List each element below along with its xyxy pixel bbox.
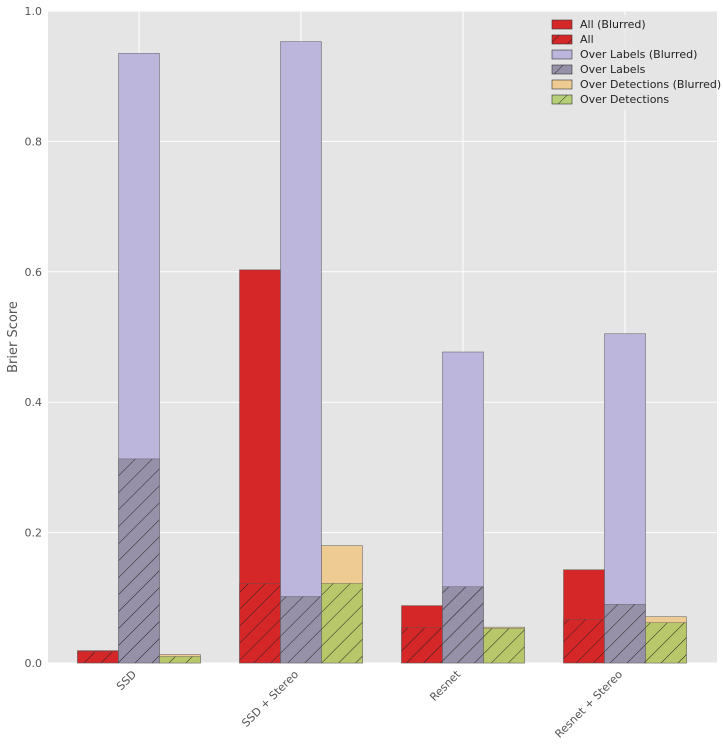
bar-hatch-overlay [442,586,484,664]
legend-swatch [551,49,573,60]
x-tick-label: Resnet + Stereo [552,668,625,741]
bar-hatch-overlay [401,627,443,664]
y-tick-label: 0.4 [25,396,43,409]
bar-hatch-overlay [280,596,322,664]
legend-label: All (Blurred) [580,18,646,31]
legend-label: Over Detections (Blurred) [580,78,721,91]
y-tick-label: 0.0 [25,657,43,670]
x-tick-label: SSD [114,668,139,693]
x-axis: SSD SSD + Stereo Resnet Resnet + Stereo [114,667,625,740]
bar-hatch-overlay [159,656,201,664]
bar-hatch-overlay [645,622,687,664]
legend-swatch-hatch [552,95,572,104]
y-tick-label: 1.0 [25,5,43,18]
bar-hatch-overlay [604,604,646,664]
bar-hatch-overlay [321,583,363,664]
legend-label: Over Labels (Blurred) [580,48,697,61]
bar-hatch-overlay [239,583,281,664]
legend-box [541,15,711,110]
x-tick-label: SSD + Stereo [239,668,301,730]
y-axis-label: Brier Score [6,301,21,373]
y-axis: 0.0 0.2 0.4 0.6 0.8 1.0 [25,5,43,670]
bar-hatch-overlay [77,651,119,664]
bars [77,41,687,664]
bar-hatch-overlay [118,458,160,664]
bar-hatch-overlay [563,619,605,664]
legend-swatch [551,79,573,90]
legend-swatch-hatch [552,65,572,74]
legend-label: All [580,33,594,46]
y-tick-label: 0.8 [25,135,43,148]
bar-hatch-overlay [483,628,525,664]
bar-over-labels-blurred--1 [280,41,322,664]
legend-swatch-hatch [552,35,572,44]
legend-swatch [551,19,573,30]
y-tick-label: 0.2 [25,527,43,540]
y-tick-label: 0.6 [25,266,43,279]
legend-label: Over Detections [580,93,669,106]
legend: All (Blurred) All Over Labels (Blurred) Ove… [541,15,721,110]
x-tick-label: Resnet [427,667,463,703]
legend-label: Over Labels [580,63,646,76]
